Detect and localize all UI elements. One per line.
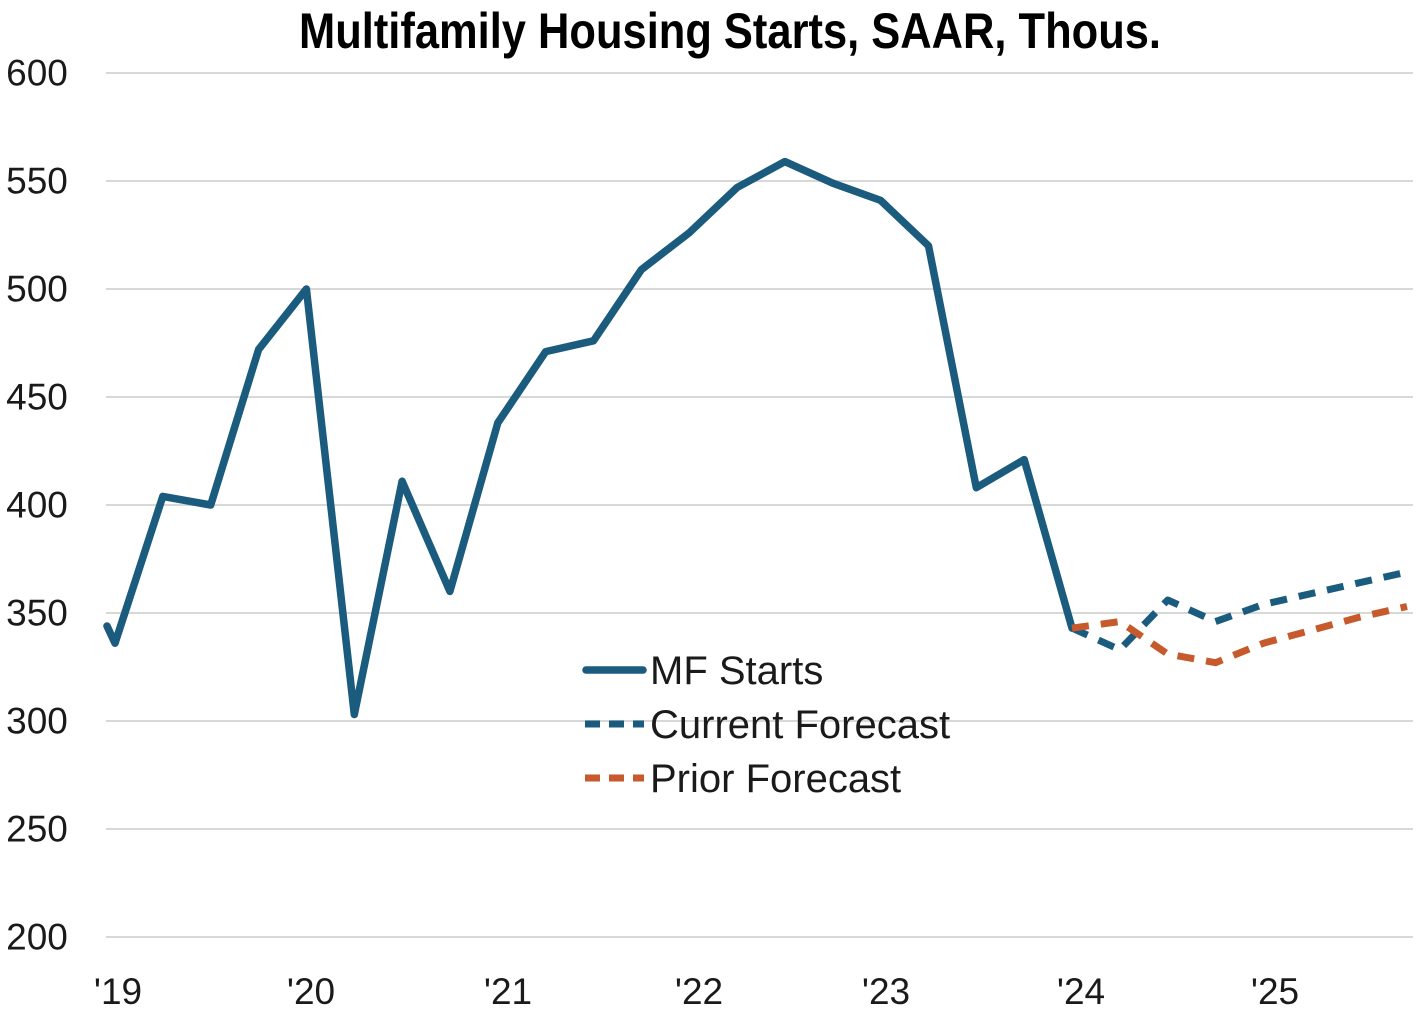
y-tick-label: 450	[6, 377, 68, 418]
x-tick-label: '19	[94, 971, 142, 1012]
legend-label-mf-starts: MF Starts	[650, 649, 823, 693]
current-forecast-line	[1070, 568, 1408, 654]
y-tick-label: 200	[6, 917, 68, 958]
y-axis: 600 550 500 450 400 350 300 250 200	[6, 53, 68, 958]
legend-label-current-forecast: Current Forecast	[650, 703, 950, 747]
x-tick-label: '23	[862, 971, 910, 1012]
x-tick-label: '21	[484, 971, 532, 1012]
x-tick-label: '24	[1057, 971, 1105, 1012]
x-tick-label: '20	[287, 971, 335, 1012]
page-title: Multifamily Housing Starts, SAAR, Thous.	[299, 3, 1161, 59]
x-axis: '19 '20 '21 '22 '23 '24 '25	[94, 971, 1299, 1012]
y-tick-label: 550	[6, 161, 68, 202]
y-tick-label: 250	[6, 809, 68, 850]
prior-forecast-line	[1071, 603, 1408, 667]
mf-starts-line	[103, 157, 1076, 719]
y-tick-label: 400	[6, 485, 68, 526]
legend-label-prior-forecast: Prior Forecast	[650, 757, 901, 801]
y-tick-label: 300	[6, 701, 68, 742]
x-tick-label: '22	[675, 971, 723, 1012]
legend: MF Starts Current Forecast Prior Forecas…	[582, 649, 950, 801]
y-tick-label: 600	[6, 53, 68, 94]
y-tick-label: 350	[6, 593, 68, 634]
gridlines	[106, 72, 1413, 938]
y-tick-label: 500	[6, 269, 68, 310]
x-tick-label: '25	[1251, 971, 1299, 1012]
